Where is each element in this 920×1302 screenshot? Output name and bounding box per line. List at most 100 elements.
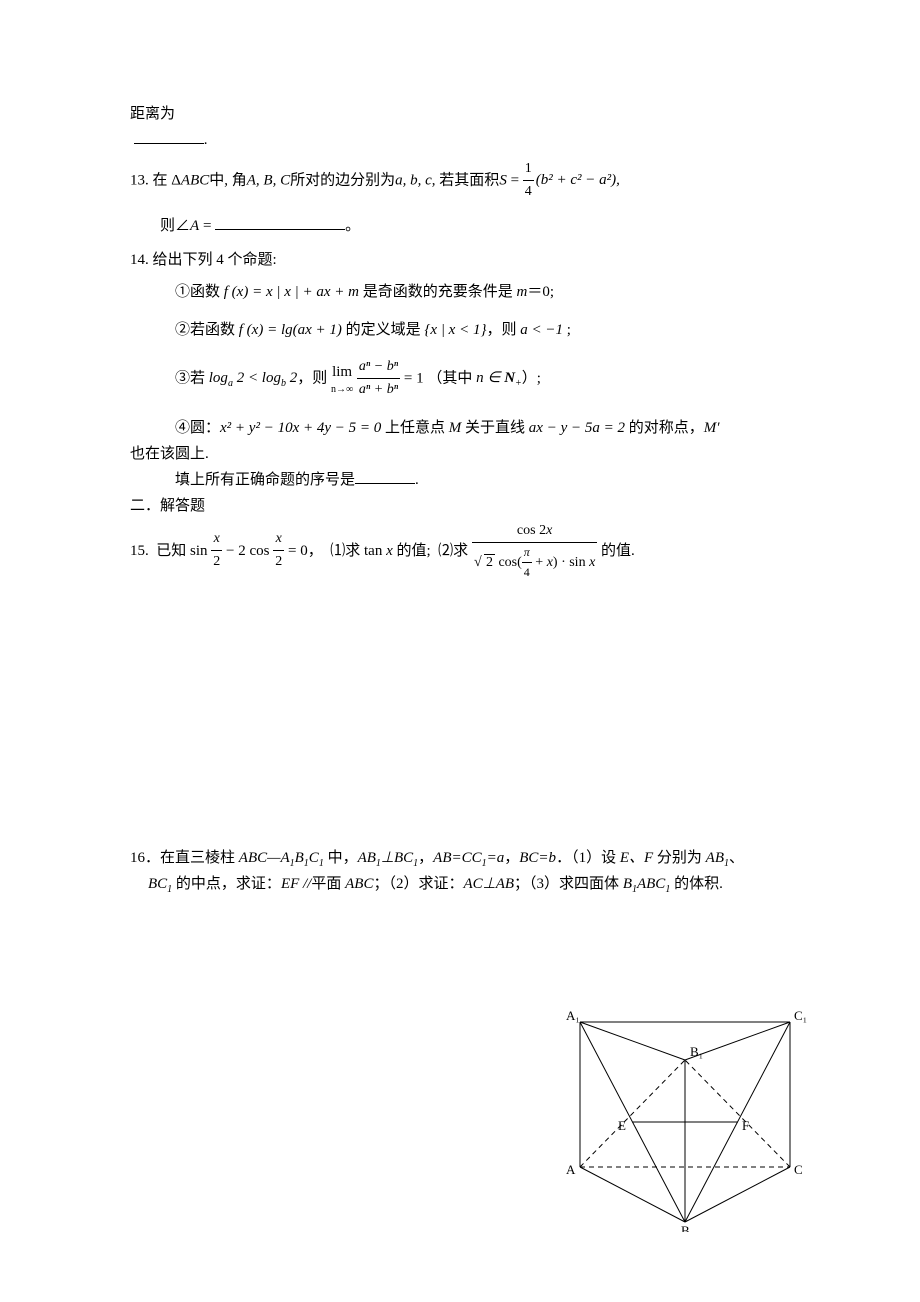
q16-eq1: AB=CC1=a: [433, 850, 504, 866]
q16-EF: E、F: [620, 850, 653, 866]
lbl-E: E: [618, 1118, 626, 1133]
q13-line2: 则∠A = 。: [130, 214, 810, 238]
q14-p1b: 是奇函数的充要条件是: [359, 284, 517, 300]
q13-A: A: [190, 218, 199, 234]
q12-tail: 距离为: [130, 106, 175, 122]
q12-blank: [134, 128, 204, 144]
q14-ask-text: 填上所有正确命题的序号是: [175, 472, 355, 488]
q14-p4c: 关于直线: [461, 420, 529, 436]
q14-p4b: 上任意点: [381, 420, 449, 436]
q14-p4line: ax − y − 5a = 2: [529, 420, 625, 436]
q16-ABCp: ABC: [345, 876, 373, 892]
q13-td: , 若其面积: [432, 172, 500, 188]
lbl-B: B: [681, 1223, 690, 1232]
q14-p2c: ，则: [486, 322, 520, 338]
q14-p3-den: aⁿ + bⁿ: [357, 378, 400, 401]
q14-p4e: 也在该圆上.: [130, 446, 209, 462]
q13-abc: ABC: [181, 172, 209, 188]
q16-BC1: BC1: [148, 876, 172, 892]
q14-p4-l2: 也在该圆上.: [130, 442, 810, 466]
q16-l1: 16．在直三棱柱 ABC—A1B1C1 中，AB1⊥BC1，AB=CC1=a，B…: [130, 846, 810, 870]
q16-l2h: ；（3）求四面体: [514, 876, 623, 892]
q16-d: ，: [504, 850, 519, 866]
q14-p3n: n ∈ N+: [476, 370, 522, 386]
q14-end: .: [415, 472, 419, 488]
q16-l2b: 的中点，求证：: [172, 876, 281, 892]
q14-p3b: ，则: [297, 370, 331, 386]
q15-known: 已知: [156, 542, 190, 558]
q15-eq0: = 0: [288, 542, 308, 558]
lbl-F: F: [742, 1118, 749, 1133]
q14-p4a: ④圆：: [175, 420, 220, 436]
q14-p1: ①函数 f (x) = x | x | + ax + m 是奇函数的充要条件是 …: [130, 280, 810, 304]
q15-comma: ，: [308, 542, 323, 558]
q14-lim: limn→∞: [331, 360, 353, 398]
q16-eq2: BC=b: [519, 850, 556, 866]
q16-l2d: 平面: [311, 876, 345, 892]
q16-figure: A₁ C₁ B₁ E F A C B: [560, 1002, 810, 1232]
q16-l2i: 的体积.: [670, 876, 723, 892]
q12-tail-line2: .: [130, 128, 810, 152]
q14-p2set: {x | x < 1}: [424, 322, 486, 338]
prism-svg: A₁ C₁ B₁ E F A C B: [560, 1002, 810, 1232]
q15-num: 15.: [130, 542, 149, 558]
q14-num: 14.: [130, 252, 149, 268]
q15-sin: sin: [190, 542, 208, 558]
q15-p2: ⑵求: [438, 542, 472, 558]
q15-x2b-n: x: [273, 528, 284, 550]
q13-eq: =: [507, 172, 523, 188]
q16-e: ．（1）设: [556, 850, 620, 866]
q15-x2a-n: x: [211, 528, 222, 550]
q13-paren: (b² + c² − a²),: [536, 172, 620, 188]
q16-l2: BC1 的中点，求证：EF //平面 ABC；（2）求证：AC⊥AB；（3）求四…: [130, 872, 810, 896]
q14-lim-top: lim: [331, 360, 353, 384]
lbl-B1: B₁: [690, 1044, 703, 1059]
q14-p3d: ）;: [522, 370, 541, 386]
q15-minus2: − 2: [226, 542, 246, 558]
q16-l2f: ；（2）求证：: [373, 876, 463, 892]
section-2: 二．解答题: [130, 494, 810, 518]
q13-blank: [215, 214, 345, 230]
q14-p2cond: a < −1: [520, 322, 563, 338]
q12-tail-line1: 距离为: [130, 102, 810, 126]
q14-lim-bot: n→∞: [331, 382, 353, 398]
q16-f: 分别为: [653, 850, 706, 866]
q16-tet: B1ABC1: [623, 876, 671, 892]
q16-ACAB: AC⊥AB: [463, 876, 514, 892]
q15-p1b: 的值;: [393, 542, 431, 558]
q13-num: 13.: [130, 172, 149, 188]
q13-S: S: [499, 172, 507, 188]
lbl-A1: A₁: [566, 1008, 580, 1023]
q14-p3frac: aⁿ − bⁿaⁿ + bⁿ: [357, 356, 400, 402]
q14-p4-l1: ④圆：x² + y² − 10x + 4y − 5 = 0 上任意点 M 关于直…: [130, 416, 810, 440]
q14-ask: 填上所有正确命题的序号是.: [130, 468, 810, 492]
q16-c: ，: [418, 850, 433, 866]
q14-p1c: ＝0;: [527, 284, 554, 300]
q13-tb: 中, 角: [209, 172, 247, 188]
q15: 15. 已知 sin x2 − 2 cos x2 = 0， ⑴求 tan x 的…: [130, 520, 810, 583]
q14-p4eq: x² + y² − 10x + 4y − 5 = 0: [220, 420, 381, 436]
q14-blank: [355, 468, 415, 484]
q16-num: 16．: [130, 850, 160, 866]
lbl-C1: C₁: [794, 1008, 807, 1023]
q15-cos: cos: [250, 542, 270, 558]
q15-x2b: x2: [273, 528, 284, 574]
q16-a: 在直三棱柱: [160, 850, 239, 866]
q14-p4M: M: [449, 420, 462, 436]
q14-p1a: ①函数: [175, 284, 224, 300]
q14-p2b: 的定义域是: [342, 322, 425, 338]
q13-line1: 13. 在 ΔABC中, 角A, B, C所对的边分别为a, b, c, 若其面…: [130, 158, 810, 204]
q14-p2d: ;: [563, 322, 571, 338]
q16-EFp: EF //: [281, 876, 311, 892]
section-2-title: 二．解答题: [130, 498, 205, 514]
q15-x2a: x2: [211, 528, 222, 574]
q14-p2: ②若函数 f (x) = lg(ax + 1) 的定义域是 {x | x < 1…: [130, 318, 810, 342]
q13-frac-num: 1: [523, 158, 534, 180]
q15-pi: π: [522, 543, 532, 562]
q13-frac-den: 4: [523, 180, 534, 203]
q13-ang: A, B, C: [247, 172, 290, 188]
q14-p3c: = 1 （其中: [400, 370, 476, 386]
lbl-C: C: [794, 1162, 803, 1177]
q15-tanx: tan x: [364, 542, 393, 558]
q15-bigfrac: cos 2x 2 cos(π4 + x) · sin x: [472, 520, 597, 583]
